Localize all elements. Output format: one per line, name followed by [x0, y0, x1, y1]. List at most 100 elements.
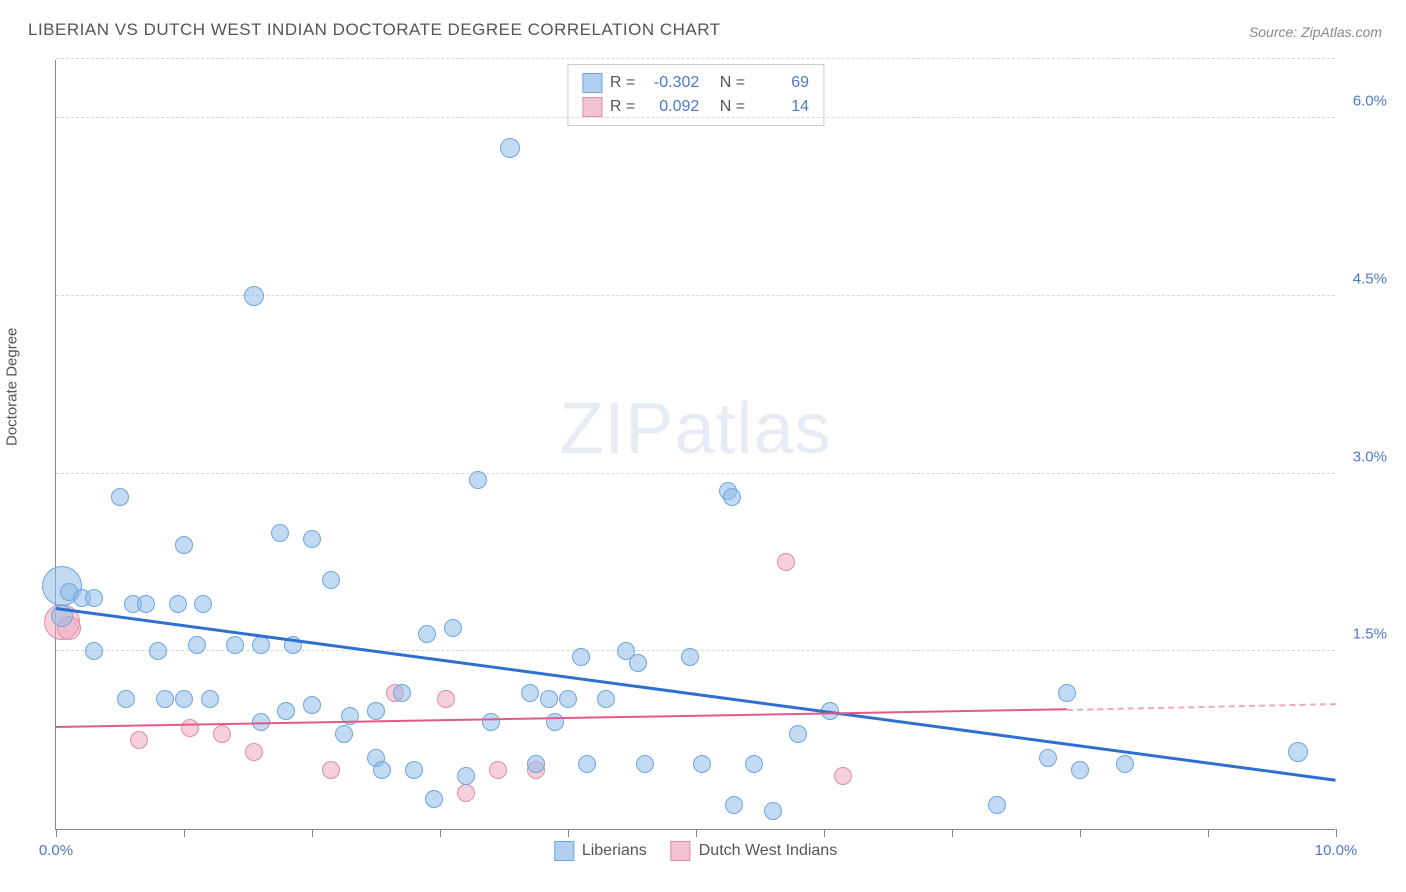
data-point-liberian — [1071, 761, 1089, 779]
gridline — [56, 58, 1335, 59]
x-tick — [952, 829, 953, 837]
data-point-liberian — [117, 690, 135, 708]
data-point-dwi — [130, 731, 148, 749]
data-point-liberian — [405, 761, 423, 779]
data-point-liberian — [277, 702, 295, 720]
data-point-liberian — [681, 648, 699, 666]
stat-r-liberians: -0.302 — [643, 71, 699, 95]
stat-r-dwi: 0.092 — [643, 95, 699, 119]
legend-label-dwi: Dutch West Indians — [699, 842, 837, 860]
watermark-zip: ZIP — [559, 389, 674, 469]
y-tick-label: 4.5% — [1353, 270, 1387, 287]
data-point-liberian — [111, 488, 129, 506]
stat-r-label: R = — [610, 71, 635, 95]
data-point-liberian — [393, 684, 411, 702]
data-point-liberian — [500, 138, 520, 158]
data-point-liberian — [1039, 749, 1057, 767]
x-tick — [56, 829, 57, 837]
data-point-liberian — [457, 767, 475, 785]
x-tick — [1336, 829, 1337, 837]
data-point-dwi — [213, 725, 231, 743]
data-point-dwi — [322, 761, 340, 779]
x-tick — [824, 829, 825, 837]
swatch-liberians — [582, 73, 602, 93]
gridline — [56, 117, 1335, 118]
x-tick — [1080, 829, 1081, 837]
x-tick — [696, 829, 697, 837]
data-point-liberian — [559, 690, 577, 708]
data-point-liberian — [244, 286, 264, 306]
data-point-liberian — [745, 755, 763, 773]
stat-n-label: N = — [720, 71, 745, 95]
data-point-liberian — [188, 636, 206, 654]
data-point-liberian — [156, 690, 174, 708]
data-point-liberian — [303, 696, 321, 714]
data-point-liberian — [636, 755, 654, 773]
data-point-dwi — [437, 690, 455, 708]
data-point-liberian — [226, 636, 244, 654]
data-point-liberian — [521, 684, 539, 702]
stats-row-dwi: R = 0.092 N = 14 — [582, 95, 809, 119]
data-point-liberian — [764, 802, 782, 820]
data-point-liberian — [578, 755, 596, 773]
data-point-liberian — [85, 642, 103, 660]
watermark-atlas: atlas — [674, 389, 831, 469]
data-point-liberian — [725, 796, 743, 814]
scatter-plot-area: ZIPatlas R = -0.302 N = 69 R = 0.092 N =… — [55, 60, 1335, 830]
x-tick — [440, 829, 441, 837]
data-point-liberian — [789, 725, 807, 743]
source-link[interactable]: ZipAtlas.com — [1301, 24, 1382, 40]
y-axis-label: Doctorate Degree — [4, 328, 21, 446]
swatch-dwi — [671, 841, 691, 861]
x-tick-label: 10.0% — [1315, 842, 1358, 859]
data-point-liberian — [367, 702, 385, 720]
data-point-liberian — [418, 625, 436, 643]
trendline-dwi-extrapolated — [1067, 703, 1336, 711]
stat-n-label: N = — [720, 95, 745, 119]
data-point-dwi — [245, 743, 263, 761]
data-point-liberian — [1058, 684, 1076, 702]
stat-n-liberians: 69 — [753, 71, 809, 95]
data-point-liberian — [723, 488, 741, 506]
legend-item-dwi: Dutch West Indians — [671, 841, 837, 861]
data-point-liberian — [322, 571, 340, 589]
stat-r-label: R = — [610, 95, 635, 119]
data-point-liberian — [169, 595, 187, 613]
legend-label-liberians: Liberians — [582, 842, 647, 860]
data-point-liberian — [201, 690, 219, 708]
y-tick-label: 3.0% — [1353, 448, 1387, 465]
data-point-liberian — [693, 755, 711, 773]
data-point-dwi — [181, 719, 199, 737]
stats-row-liberians: R = -0.302 N = 69 — [582, 71, 809, 95]
data-point-dwi — [489, 761, 507, 779]
data-point-liberian — [252, 636, 270, 654]
data-point-liberian — [85, 589, 103, 607]
data-point-liberian — [629, 654, 647, 672]
data-point-liberian — [1288, 742, 1308, 762]
source-label: Source: — [1249, 24, 1297, 40]
data-point-dwi — [777, 553, 795, 571]
series-legend: Liberians Dutch West Indians — [554, 841, 837, 861]
x-tick — [184, 829, 185, 837]
gridline — [56, 473, 1335, 474]
data-point-liberian — [271, 524, 289, 542]
data-point-liberian — [335, 725, 353, 743]
data-point-liberian — [1116, 755, 1134, 773]
watermark: ZIPatlas — [559, 388, 831, 470]
legend-item-liberians: Liberians — [554, 841, 647, 861]
data-point-liberian — [149, 642, 167, 660]
data-point-liberian — [175, 536, 193, 554]
data-point-liberian — [527, 755, 545, 773]
data-point-liberian — [303, 530, 321, 548]
data-point-liberian — [469, 471, 487, 489]
data-point-dwi — [834, 767, 852, 785]
data-point-liberian — [546, 713, 564, 731]
chart-title: LIBERIAN VS DUTCH WEST INDIAN DOCTORATE … — [28, 20, 721, 40]
data-point-liberian — [444, 619, 462, 637]
swatch-dwi — [582, 97, 602, 117]
data-point-liberian — [373, 761, 391, 779]
data-point-dwi — [457, 784, 475, 802]
swatch-liberians — [554, 841, 574, 861]
x-tick — [312, 829, 313, 837]
y-tick-label: 6.0% — [1353, 93, 1387, 110]
